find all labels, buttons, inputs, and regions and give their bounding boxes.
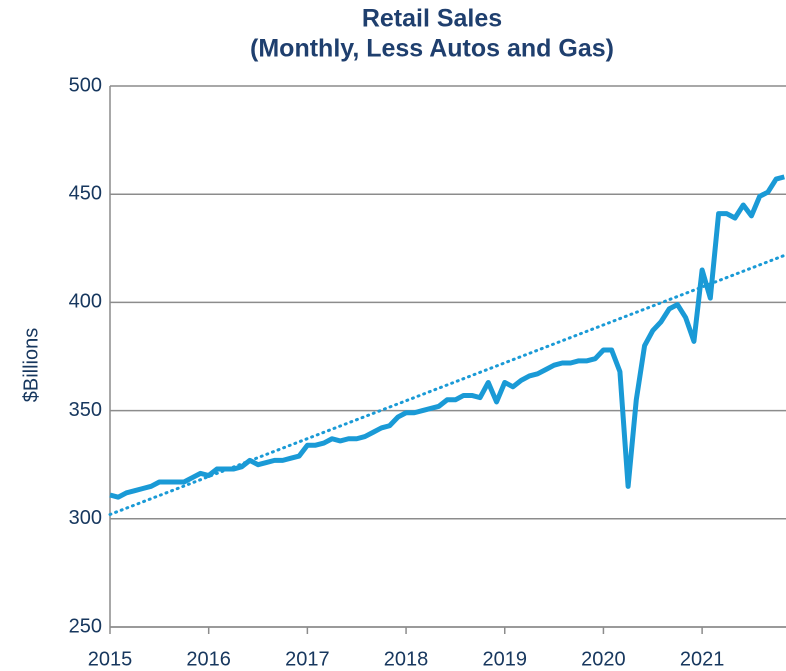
chart-subtitle: (Monthly, Less Autos and Gas) (250, 35, 614, 63)
x-tick-label: 2021 (680, 648, 725, 670)
y-axis-label: $Billions (20, 328, 42, 402)
trend-line (108, 253, 786, 516)
chart-title: Retail Sales (362, 5, 502, 33)
data-line (109, 174, 785, 500)
x-tick-label: 2018 (384, 648, 429, 670)
x-tick-label: 2020 (581, 648, 626, 670)
x-tick-label: 2017 (285, 648, 330, 670)
y-tick-label: 250 (69, 615, 102, 637)
y-tick-label: 300 (69, 507, 102, 529)
y-tick-label: 500 (69, 74, 102, 96)
x-tick-label: 2015 (88, 648, 133, 670)
y-tick-label: 450 (69, 182, 102, 204)
x-tick-label: 2019 (482, 648, 527, 670)
x-tick-label: 2016 (186, 648, 231, 670)
y-tick-label: 400 (69, 291, 102, 313)
y-tick-label: 350 (69, 399, 102, 421)
